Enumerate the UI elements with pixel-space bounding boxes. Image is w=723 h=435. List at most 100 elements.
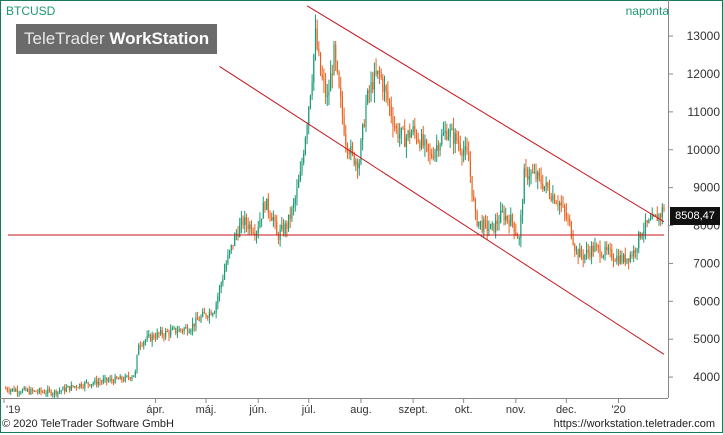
candle-body	[330, 73, 332, 92]
candle-body	[242, 218, 244, 226]
candle-body	[222, 279, 224, 284]
candle-body	[535, 171, 537, 180]
candle-body	[447, 136, 450, 140]
candle-body	[338, 71, 340, 88]
candle-body	[516, 234, 519, 239]
candle-body	[619, 255, 621, 264]
candle-body	[419, 141, 421, 149]
candle-body	[505, 216, 507, 221]
candle-body	[496, 220, 498, 224]
candle-body	[548, 188, 551, 197]
overlay-lines-group	[8, 5, 665, 355]
candle-body	[346, 144, 349, 152]
candle-body	[387, 91, 389, 101]
candle-body	[293, 203, 295, 208]
candle-body	[8, 390, 10, 392]
candle-body	[527, 169, 529, 180]
candle-body	[663, 207, 665, 210]
candle-body	[257, 227, 259, 233]
candle-body	[16, 389, 19, 393]
candle-body	[363, 124, 365, 127]
candle-body	[296, 187, 298, 199]
candle-body	[427, 144, 429, 152]
candle-body	[183, 328, 185, 332]
candle-body	[348, 151, 350, 155]
candle-body	[591, 245, 593, 257]
candle-body	[55, 390, 57, 395]
candle-body	[434, 150, 436, 159]
candle-body	[37, 391, 39, 393]
candle-body	[328, 91, 330, 96]
candle-body	[15, 389, 17, 392]
candle-body	[353, 152, 355, 165]
candle-body	[414, 126, 416, 133]
candle-body	[616, 255, 618, 262]
candle-body	[200, 316, 202, 322]
candle-body	[148, 334, 150, 336]
candle-body	[171, 328, 173, 330]
brand-logo-light: TeleTrader	[24, 29, 110, 48]
candle-body	[471, 175, 473, 197]
candle-body	[324, 81, 327, 97]
y-tick-label: 5000	[693, 332, 720, 346]
candle-body	[75, 386, 77, 388]
candle-body	[303, 153, 305, 163]
candle-body	[410, 132, 413, 138]
candle-body	[402, 127, 404, 129]
candle-body	[311, 82, 313, 96]
candle-body	[409, 130, 411, 138]
candle-body	[321, 74, 323, 78]
candle-body	[431, 154, 433, 157]
candle-body	[144, 339, 147, 342]
candle-body	[436, 144, 438, 151]
candle-body	[399, 134, 401, 139]
candle-body	[362, 124, 364, 141]
candle-body	[261, 218, 263, 221]
candle-body	[186, 327, 189, 333]
candle-body	[62, 387, 64, 391]
y-tick-label: 9000	[693, 181, 720, 195]
candle-body	[99, 381, 101, 383]
candle-body	[50, 390, 52, 396]
candle-body	[479, 220, 482, 222]
candle-body	[439, 144, 441, 151]
candle-body	[525, 168, 527, 170]
candle-body	[161, 330, 163, 336]
candle-body	[567, 218, 569, 220]
candle-body	[454, 132, 456, 144]
candle-body	[543, 186, 546, 190]
candle-body	[23, 387, 25, 390]
x-tick-label: dec.	[556, 404, 577, 416]
candle-body	[552, 194, 554, 201]
candle-body	[336, 61, 338, 72]
candle-body	[67, 386, 69, 388]
candle-body	[281, 224, 283, 230]
candle-body	[415, 132, 418, 141]
candle-body	[166, 330, 168, 332]
candle-body	[570, 221, 572, 238]
candle-body	[32, 389, 34, 391]
candle-body	[331, 73, 333, 75]
candle-body	[560, 202, 562, 206]
candle-body	[210, 311, 212, 316]
candle-body	[240, 218, 242, 225]
candle-body	[249, 224, 251, 230]
candle-body	[92, 383, 94, 385]
y-tick-label: 11000	[688, 105, 721, 119]
candle-body	[382, 77, 384, 92]
candle-body	[378, 70, 381, 73]
candle-body	[555, 202, 557, 204]
last-price-tag: 8508,47	[670, 207, 720, 225]
candle-body	[422, 134, 424, 146]
candle-body	[614, 260, 616, 262]
candle-body	[459, 144, 461, 152]
candle-body	[579, 248, 581, 258]
x-tick-label: jún.	[248, 404, 267, 416]
candle-body	[202, 312, 204, 317]
candle-body	[607, 248, 610, 251]
candle-body	[395, 126, 397, 129]
x-tick-label: júl.	[301, 404, 316, 416]
candle-body	[245, 217, 248, 225]
candle-body	[225, 263, 227, 271]
